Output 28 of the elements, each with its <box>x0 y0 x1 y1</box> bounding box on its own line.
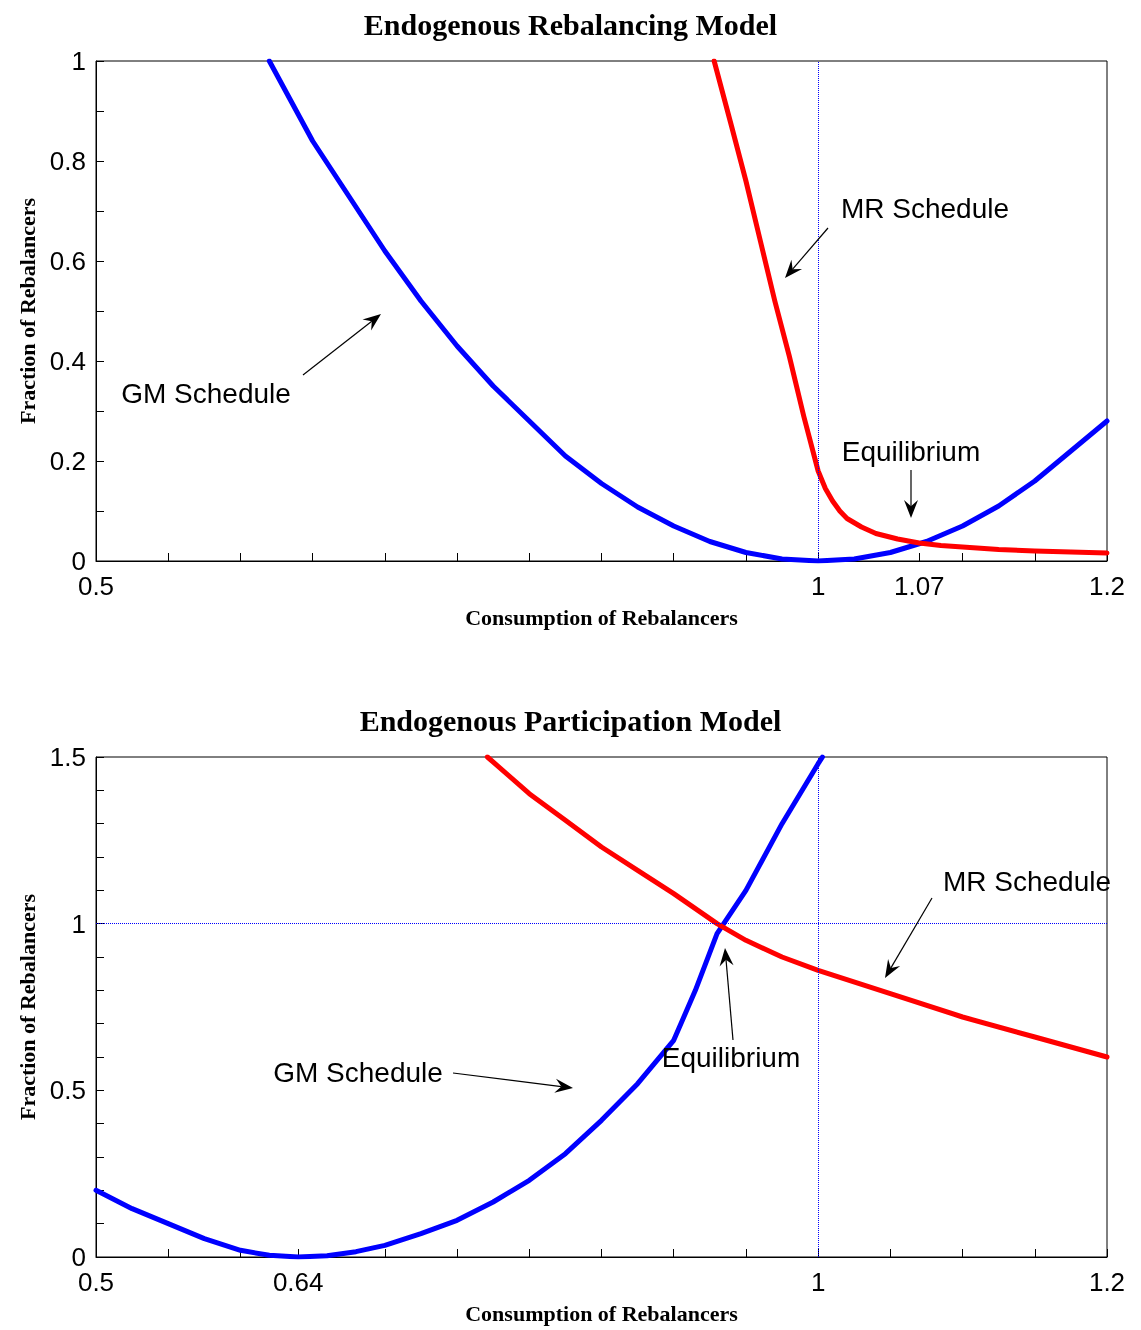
y-tick-label: 0.6 <box>49 246 86 276</box>
x-tick-label: 1 <box>810 1267 826 1297</box>
chart-title: Endogenous Participation Model <box>359 703 782 737</box>
annotation: GM Schedule <box>121 377 291 409</box>
x-axis-title: Consumption of Rebalancers <box>465 1300 739 1326</box>
y-axis-title: Fraction of Rebalancers <box>15 197 41 425</box>
y-tick-label: 0.2 <box>49 446 86 476</box>
y-tick-label: 1.5 <box>49 742 86 772</box>
x-tick-label: 1 <box>810 571 826 601</box>
annotation: MR Schedule <box>942 865 1112 897</box>
y-tick-label: 0 <box>71 1242 86 1272</box>
annotation: GM Schedule <box>273 1056 443 1088</box>
annotation: MR Schedule <box>840 192 1010 224</box>
x-tick-label: 1.2 <box>1088 1267 1126 1297</box>
y-tick-label: 0.5 <box>49 1075 86 1106</box>
y-axis-title: Fraction of Rebalancers <box>15 893 41 1121</box>
chart-title: Endogenous Rebalancing Model <box>363 7 778 41</box>
y-tick-label: 0 <box>71 546 86 576</box>
annotation: Equilibrium <box>841 435 981 467</box>
x-tick-label: 0.64 <box>272 1267 324 1297</box>
x-axis-title: Consumption of Rebalancers <box>465 604 739 630</box>
y-tick-label: 1 <box>71 46 86 76</box>
x-tick-label: 1.2 <box>1088 571 1126 601</box>
y-tick-label: 1 <box>71 908 86 939</box>
y-tick-label: 0.4 <box>49 346 86 376</box>
x-tick-label: 1.07 <box>893 571 945 601</box>
y-tick-label: 0.8 <box>49 146 86 176</box>
annotation: Equilibrium <box>661 1041 801 1073</box>
